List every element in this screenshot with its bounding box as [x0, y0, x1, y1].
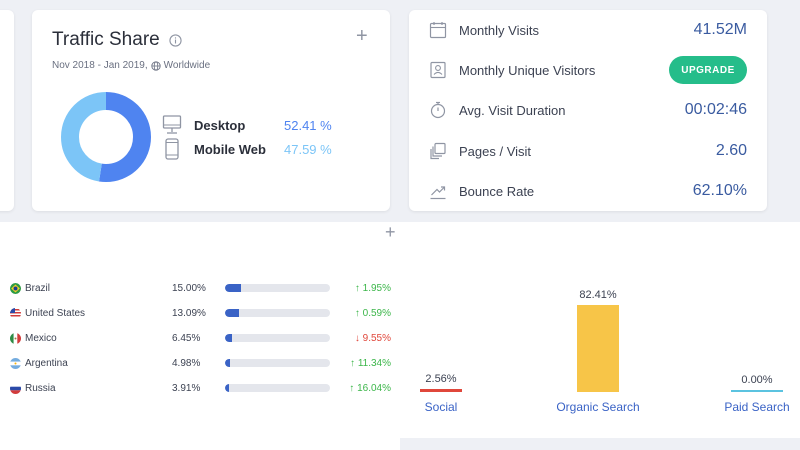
add-widget-button[interactable]: + [356, 25, 368, 47]
id-card-icon [430, 61, 446, 79]
mexico-flag-icon [10, 332, 21, 344]
metric-avg-visit-duration: Avg. Visit Duration 00:02:46 [429, 90, 747, 130]
metric-monthly-unique-visitors: Monthly Unique Visitors UPGRADE [429, 50, 747, 90]
channel-bar-organic-search[interactable] [577, 305, 619, 392]
country-name: United States [25, 307, 86, 319]
metric-label: Monthly Unique Visitors [459, 62, 596, 78]
metric-monthly-visits: Monthly Visits 41.52M [429, 10, 747, 50]
device-share-mobile-web: 47.59 % [284, 141, 332, 157]
metric-value: 00:02:46 [684, 101, 747, 118]
calendar-icon [429, 22, 447, 39]
country-change: ↑ 11.34% [350, 357, 391, 369]
country-share-bar [225, 284, 330, 292]
country-row[interactable]: Mexico 6.45% ↓ 9.55% [10, 331, 395, 345]
info-icon[interactable] [169, 34, 182, 47]
country-name: Russia [25, 382, 56, 394]
add-widget-button[interactable]: + [385, 222, 396, 242]
upgrade-button[interactable]: UPGRADE [669, 56, 747, 84]
metric-label: Bounce Rate [459, 183, 535, 199]
country-row[interactable]: Russia 3.91% ↑ 16.04% [10, 381, 395, 395]
country-share: 13.09% [172, 307, 206, 319]
channel-value-label: 2.56% [425, 373, 457, 386]
globe-icon [150, 60, 161, 71]
metric-value: 62.10% [692, 182, 747, 199]
traffic-share-donut [61, 92, 151, 182]
stopwatch-icon [430, 101, 446, 119]
channel-value-label: 0.00% [741, 374, 773, 386]
country-change: ↑ 0.59% [354, 307, 391, 319]
country-change: ↓ 9.55% [354, 332, 391, 344]
country-share: 3.91% [172, 382, 201, 394]
channel-category-label[interactable]: Paid Search [724, 400, 790, 414]
russia-flag-icon [10, 382, 21, 394]
country-name: Argentina [25, 357, 68, 369]
bounce-icon [430, 186, 446, 200]
usa-flag-icon [10, 307, 21, 319]
country-change: ↑ 16.04% [349, 382, 391, 394]
country-share: 6.45% [172, 332, 201, 344]
country-row[interactable]: Argentina 4.98% ↑ 11.34% [10, 356, 395, 370]
channel-category-label[interactable]: Social [424, 400, 458, 414]
metric-label: Monthly Visits [459, 22, 539, 38]
date-range: Nov 2018 - Jan 2019, Worldwide [52, 60, 210, 71]
country-change: ↑ 1.95% [354, 282, 391, 294]
channel-category-label[interactable]: Organic Search [556, 400, 640, 414]
traffic-share-title: Traffic Share [52, 29, 160, 50]
metric-value: 41.52M [693, 21, 747, 38]
region-text: Worldwide [163, 60, 211, 71]
country-share-bar [225, 384, 330, 392]
device-row-desktop: Desktop 52.41 % [162, 114, 332, 136]
metric-pages-per-visit: Pages / Visit 2.60 [429, 131, 747, 171]
traffic-sources-chart: 2.56% Social 82.41% Organic Search 0.00% Paid… [400, 222, 800, 438]
brazil-flag-icon [10, 282, 21, 294]
engagement-metrics-card: Monthly Visits 41.52M Monthly Unique Vis… [409, 10, 767, 211]
left-partial-card [0, 10, 14, 211]
country-share-bar-fill [225, 384, 230, 392]
country-row[interactable]: United States 13.09% ↑ 0.59% [10, 306, 395, 320]
country-share-bar [225, 309, 330, 317]
desktop-icon [162, 115, 182, 134]
country-share-bar-fill [225, 284, 241, 292]
country-share: 4.98% [172, 357, 201, 369]
metric-label: Pages / Visit [459, 143, 532, 159]
device-row-mobile-web: Mobile Web 47.59 % [162, 138, 332, 160]
country-name: Brazil [25, 282, 51, 294]
country-share-bar-fill [225, 334, 232, 342]
channel-bar-paid-search[interactable] [731, 390, 783, 392]
device-share-desktop: 52.41 % [284, 117, 332, 133]
country-row[interactable]: Brazil 15.00% ↑ 1.95% [10, 281, 395, 295]
country-name: Mexico [25, 332, 57, 344]
argentina-flag-icon [10, 357, 21, 369]
channel-value-label: 82.41% [579, 289, 617, 302]
channel-bar-social[interactable] [420, 389, 462, 392]
top-countries-panel: + Brazil 15.00% ↑ 1.95% United States 13… [0, 222, 400, 450]
country-share: 15.00% [172, 282, 206, 294]
donut-slice-mobile-web[interactable] [61, 92, 151, 182]
country-share-bar [225, 359, 330, 367]
device-name-mobile-web: Mobile Web [194, 141, 266, 157]
device-name-desktop: Desktop [194, 117, 246, 133]
metric-value: 2.60 [715, 142, 747, 159]
traffic-share-card: Traffic Share + Nov 2018 - Jan 2019, Wor… [32, 10, 390, 211]
country-share-bar-fill [225, 309, 239, 317]
date-range-text: Nov 2018 - Jan 2019, [52, 60, 148, 71]
pages-icon [430, 142, 446, 160]
country-share-bar-fill [225, 359, 231, 367]
country-share-bar [225, 334, 330, 342]
metric-bounce-rate: Bounce Rate 62.10% [429, 171, 747, 211]
mobile-icon [165, 138, 179, 160]
metric-label: Avg. Visit Duration [459, 102, 566, 118]
